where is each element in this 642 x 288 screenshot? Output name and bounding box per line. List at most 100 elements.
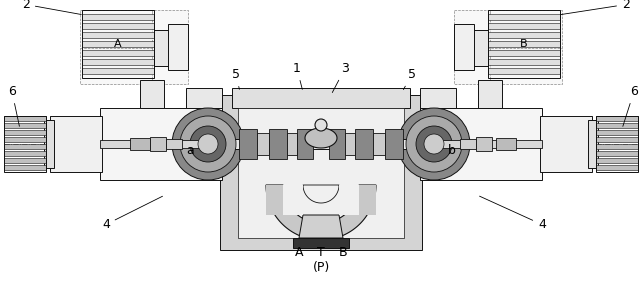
Bar	[488, 32, 560, 38]
Text: 2: 2	[22, 0, 82, 14]
Bar	[359, 185, 376, 215]
Text: 6: 6	[623, 85, 638, 126]
Bar	[339, 185, 359, 215]
Bar	[478, 80, 502, 108]
Bar	[596, 158, 638, 163]
Bar	[373, 133, 385, 155]
Bar	[488, 14, 560, 20]
Bar	[257, 133, 269, 155]
Text: 2: 2	[560, 0, 630, 15]
Bar	[488, 41, 560, 47]
Text: B: B	[339, 245, 347, 259]
Bar	[186, 88, 222, 108]
Bar	[269, 129, 287, 159]
Bar	[82, 41, 154, 47]
Bar	[454, 10, 562, 84]
Bar	[166, 139, 182, 149]
Bar	[297, 129, 313, 159]
Bar	[82, 32, 154, 38]
Bar	[4, 123, 46, 128]
Bar	[460, 139, 476, 149]
Bar	[168, 24, 188, 70]
Bar	[4, 158, 46, 163]
Text: a: a	[186, 143, 194, 156]
Bar	[82, 10, 154, 78]
Circle shape	[398, 108, 470, 180]
Bar	[82, 50, 154, 56]
Circle shape	[172, 108, 244, 180]
Bar	[4, 144, 46, 149]
Bar	[488, 23, 560, 29]
Bar	[80, 10, 188, 84]
Bar	[596, 116, 638, 121]
Bar	[4, 116, 46, 172]
Circle shape	[424, 134, 444, 154]
Polygon shape	[303, 185, 339, 203]
Bar	[596, 165, 638, 170]
Bar	[266, 185, 283, 215]
Bar	[287, 133, 297, 155]
Bar	[596, 116, 638, 172]
Bar	[496, 138, 516, 150]
Bar	[329, 129, 345, 159]
Bar	[231, 139, 411, 149]
Text: 6: 6	[8, 85, 19, 126]
Bar	[420, 108, 542, 180]
Bar	[44, 120, 54, 168]
Bar	[596, 123, 638, 128]
Text: 4: 4	[102, 196, 162, 231]
Bar	[232, 88, 410, 108]
Bar	[454, 24, 474, 70]
Circle shape	[406, 116, 462, 172]
Bar	[4, 151, 46, 156]
Polygon shape	[305, 128, 337, 148]
Bar	[100, 140, 208, 148]
Bar	[4, 165, 46, 170]
Bar	[50, 116, 102, 172]
Text: B: B	[520, 39, 528, 49]
Text: 1: 1	[293, 62, 302, 89]
Text: T: T	[317, 245, 325, 259]
Bar	[293, 238, 349, 248]
Bar	[238, 108, 404, 238]
Bar	[476, 137, 492, 151]
Bar	[140, 80, 164, 108]
Text: 3: 3	[333, 62, 349, 92]
Bar	[220, 95, 422, 250]
Text: 5: 5	[232, 68, 240, 89]
Bar	[4, 137, 46, 142]
Bar	[100, 108, 222, 180]
Bar	[239, 129, 257, 159]
Bar	[4, 116, 46, 121]
Bar	[82, 23, 154, 29]
Text: A: A	[114, 39, 122, 49]
Bar	[596, 144, 638, 149]
Polygon shape	[266, 185, 376, 240]
Polygon shape	[299, 215, 343, 238]
Bar	[283, 185, 303, 215]
Bar	[82, 14, 154, 20]
Bar	[130, 138, 150, 150]
Text: A: A	[295, 245, 303, 259]
Bar	[488, 10, 560, 78]
Bar	[468, 30, 488, 66]
Bar	[488, 59, 560, 65]
Text: 4: 4	[480, 196, 546, 231]
Circle shape	[180, 116, 236, 172]
Bar	[154, 30, 174, 66]
Bar	[488, 68, 560, 74]
Bar	[82, 59, 154, 65]
Bar	[596, 130, 638, 135]
Bar	[82, 68, 154, 74]
Text: (P): (P)	[313, 262, 329, 274]
Bar	[385, 129, 403, 159]
Bar	[345, 133, 355, 155]
Text: b: b	[448, 143, 456, 156]
Bar	[488, 50, 560, 56]
Bar	[540, 116, 592, 172]
Bar	[434, 140, 542, 148]
Bar	[355, 129, 373, 159]
Bar	[420, 88, 456, 108]
Bar	[4, 130, 46, 135]
Bar	[588, 120, 598, 168]
